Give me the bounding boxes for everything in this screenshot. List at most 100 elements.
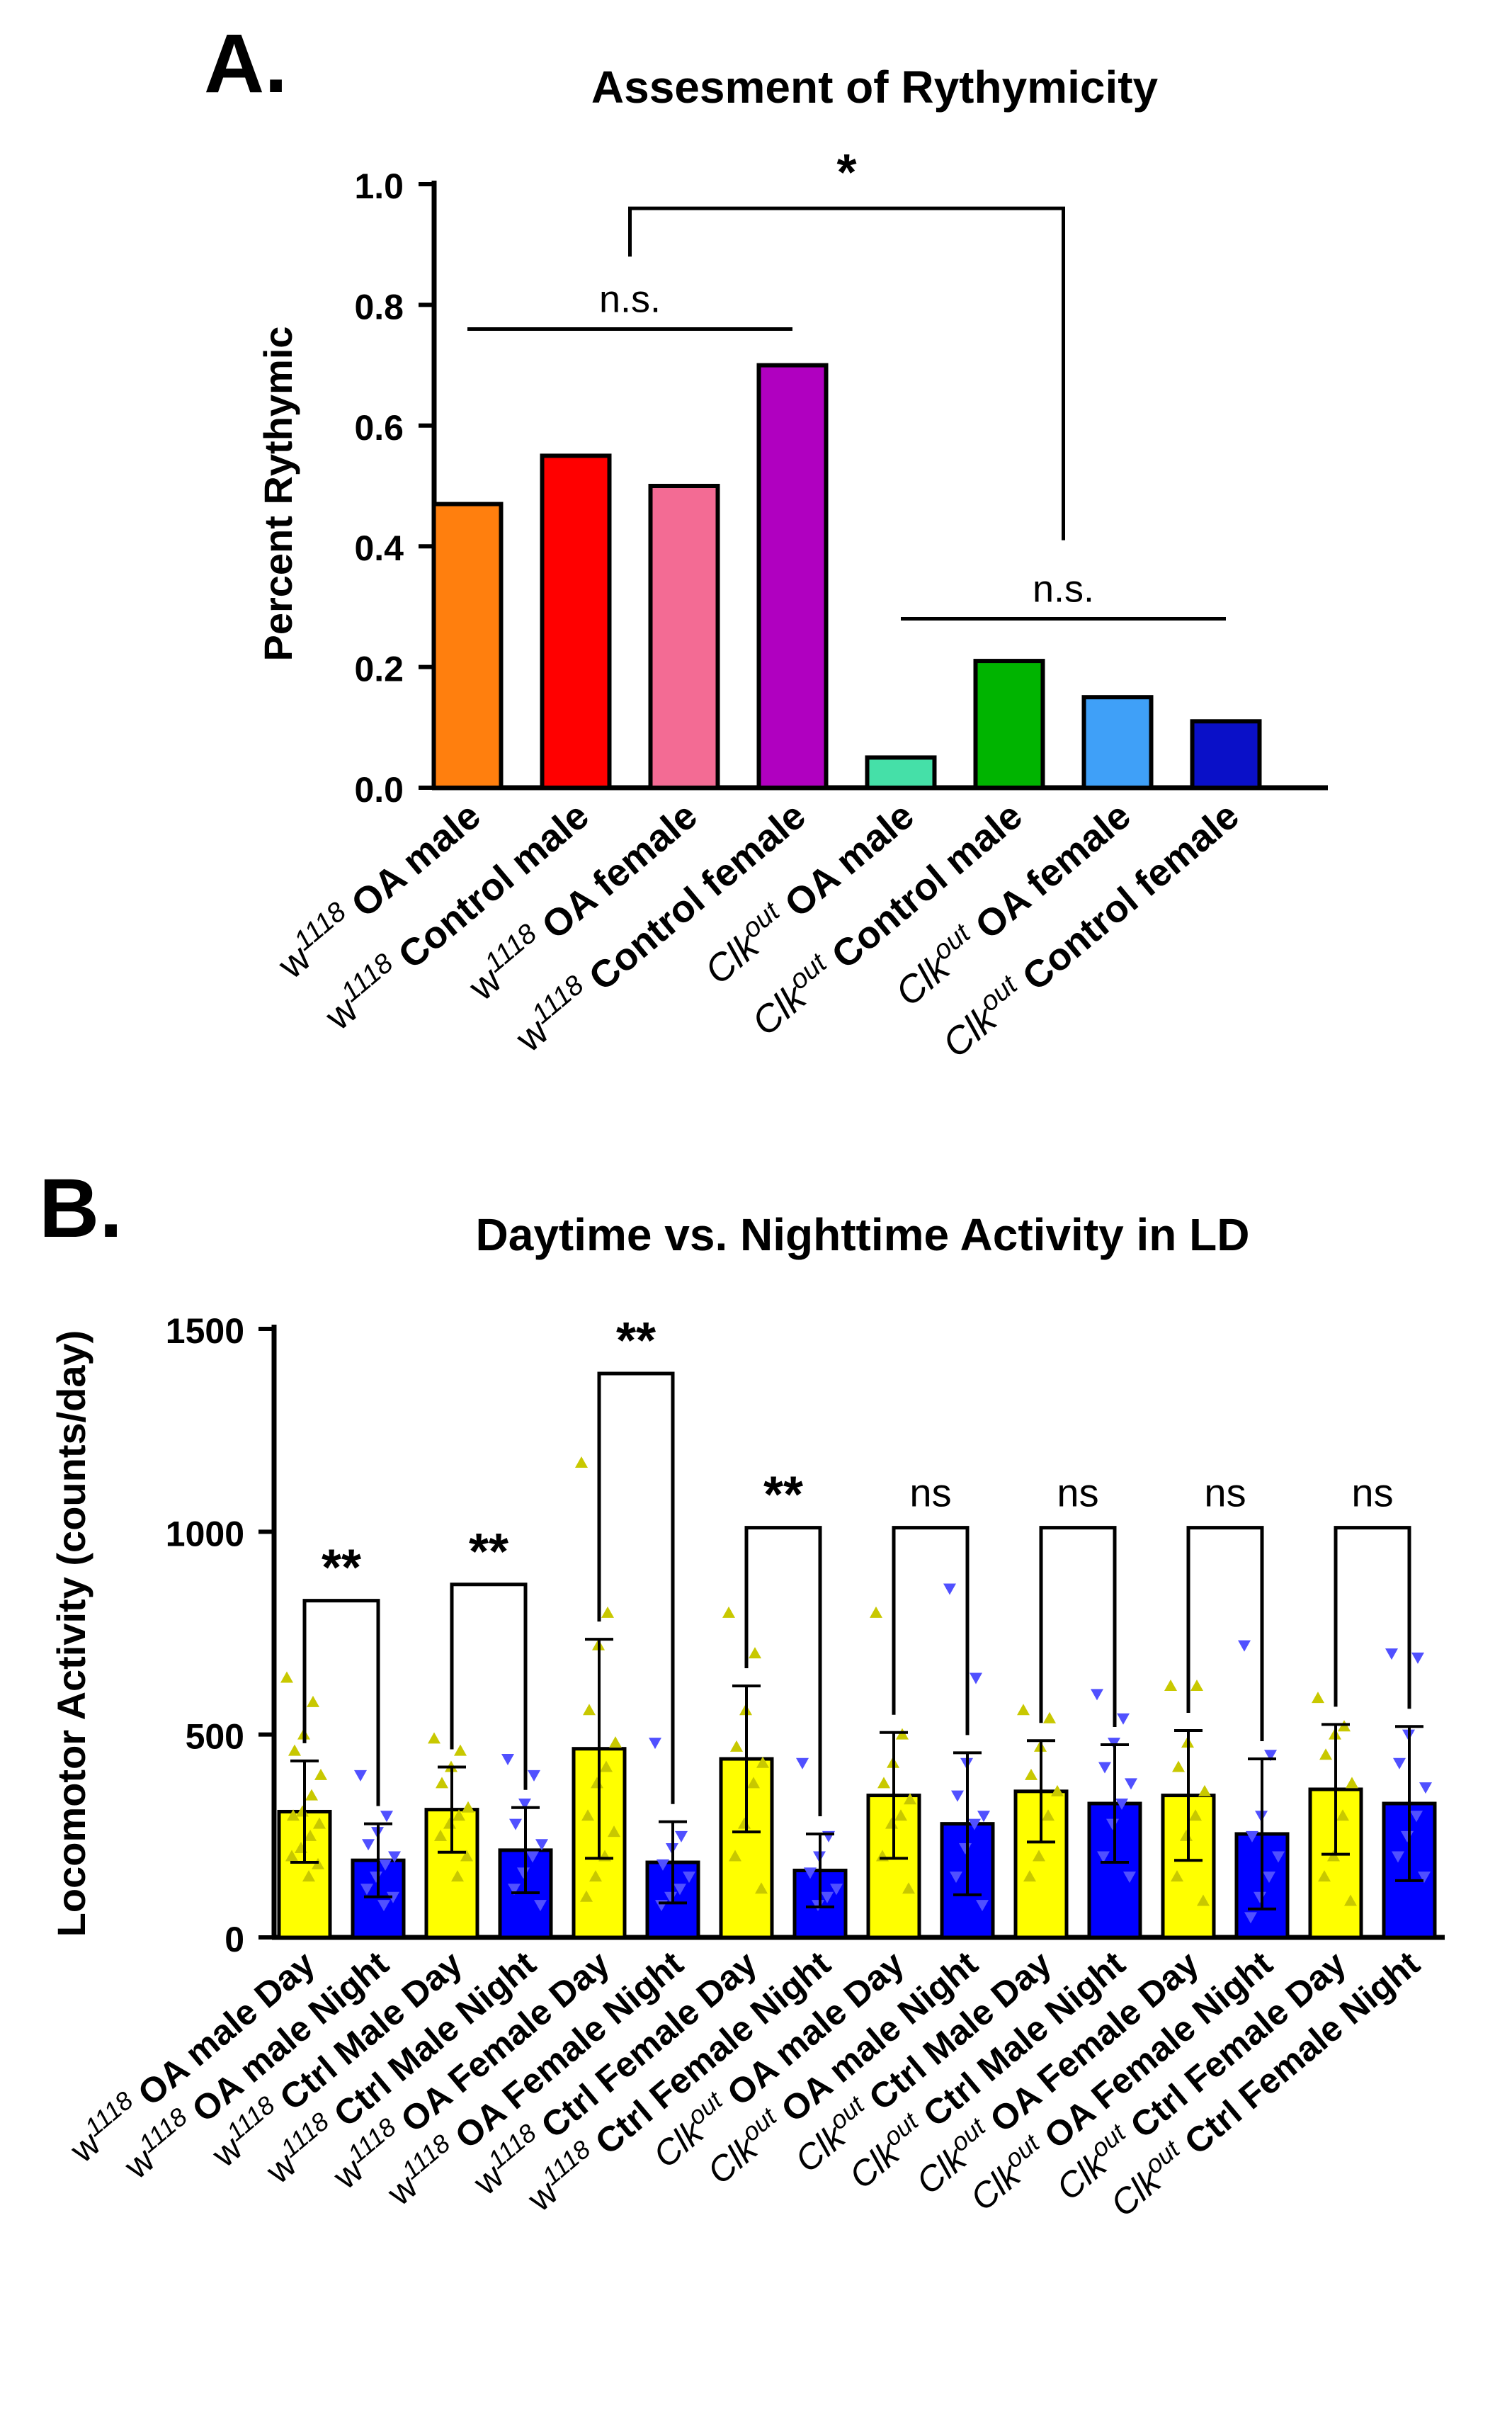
data-point [755, 1882, 768, 1894]
data-point [535, 1839, 548, 1851]
significance-label: ns [1057, 1471, 1098, 1515]
significance-label: ** [322, 1540, 361, 1597]
chart-rhythmicity: Assesment of Rythymicity Percent Rythymi… [256, 62, 1328, 1066]
panel-b-letter: B. [39, 1162, 123, 1255]
data-point [1263, 1872, 1275, 1884]
data-point [508, 1884, 521, 1896]
data-point [1115, 1799, 1128, 1811]
y-tick-label: 0.0 [354, 770, 404, 810]
significance-bracket [597, 1371, 675, 1804]
significance-label: n.s. [599, 278, 661, 320]
data-point [904, 1793, 916, 1805]
significance-label: ** [763, 1467, 803, 1524]
significance-label: n.s. [1033, 567, 1094, 610]
y-tick-label: 500 [186, 1717, 244, 1757]
data-point [288, 1744, 301, 1756]
data-point [1198, 1784, 1211, 1796]
data-point [1172, 1760, 1185, 1772]
data-point [1418, 1872, 1431, 1884]
chart-a-ylabel: Percent Rythymic [256, 326, 300, 661]
data-point [943, 1583, 956, 1595]
bar [1081, 695, 1154, 791]
data-point [600, 1760, 613, 1772]
data-point [1312, 1692, 1324, 1704]
significance-label: ns [909, 1471, 951, 1515]
data-point [528, 1770, 540, 1782]
data-point [1123, 1872, 1136, 1884]
chart-b-ylabel: Locomotor Activity (counts/day) [49, 1330, 93, 1937]
bar [756, 363, 829, 790]
data-point [804, 1867, 817, 1879]
bar [1190, 719, 1262, 791]
data-point [1091, 1689, 1103, 1701]
data-point [1098, 1762, 1111, 1774]
data-point [656, 1859, 669, 1871]
data-point [1017, 1704, 1030, 1716]
data-point [454, 1744, 467, 1756]
data-point [1272, 1851, 1285, 1863]
significance-bracket [450, 1582, 528, 1790]
data-point [1393, 1757, 1406, 1770]
bar [865, 755, 937, 791]
data-point [305, 1789, 318, 1801]
data-point [451, 1870, 464, 1882]
significance-label: ** [616, 1313, 656, 1369]
data-point [581, 1809, 594, 1821]
data-point [304, 1829, 317, 1841]
significance-bracket [302, 1599, 380, 1806]
significance-bracket [628, 206, 1065, 540]
y-tick-label: 0.4 [354, 528, 404, 568]
significance-label: * [836, 145, 856, 201]
data-point [1336, 1809, 1349, 1821]
significance-label: ns [1351, 1471, 1393, 1515]
data-point [434, 1829, 447, 1841]
data-point [1346, 1777, 1358, 1789]
data-point [1164, 1679, 1177, 1691]
data-point [1244, 1912, 1257, 1924]
data-point [756, 1756, 769, 1768]
data-point [968, 1818, 981, 1830]
data-point [1189, 1809, 1202, 1821]
data-point [1190, 1679, 1203, 1691]
data-point [730, 1740, 743, 1752]
data-point [673, 1884, 686, 1896]
data-point [436, 1777, 448, 1789]
chart-locomotor: Daytime vs. Nighttime Activity in LD Loc… [49, 1209, 1445, 2224]
data-point [1033, 1850, 1045, 1862]
data-point [1197, 1894, 1210, 1906]
data-point [1264, 1750, 1277, 1762]
data-point [360, 1884, 373, 1896]
y-tick-label: 0.2 [354, 650, 404, 689]
data-point [428, 1732, 440, 1744]
data-point [354, 1770, 367, 1782]
significance-bracket [744, 1526, 822, 1816]
data-point [683, 1872, 695, 1884]
chart-a-title: Assesment of Rythymicity [591, 62, 1159, 113]
data-point [649, 1738, 661, 1750]
bar [648, 484, 720, 790]
data-point [1117, 1713, 1130, 1725]
data-point [387, 1891, 399, 1903]
data-point [1246, 1830, 1258, 1842]
data-point [362, 1839, 375, 1851]
panel-a-letter: A. [204, 17, 288, 111]
data-point [1344, 1894, 1357, 1906]
data-point [608, 1825, 620, 1838]
data-point [1171, 1870, 1183, 1882]
data-point [377, 1900, 390, 1912]
data-point [462, 1801, 474, 1813]
data-point [870, 1606, 882, 1618]
data-point [280, 1671, 293, 1683]
y-tick-label: 1000 [166, 1514, 244, 1553]
data-point [830, 1884, 843, 1896]
data-point [1043, 1711, 1056, 1723]
data-point [1419, 1782, 1432, 1794]
data-point [796, 1757, 809, 1770]
data-point [534, 1900, 547, 1912]
bar [540, 453, 612, 791]
significance-bracket [1334, 1526, 1411, 1709]
data-point [675, 1830, 688, 1842]
data-point [749, 1647, 761, 1659]
data-point [580, 1890, 593, 1902]
